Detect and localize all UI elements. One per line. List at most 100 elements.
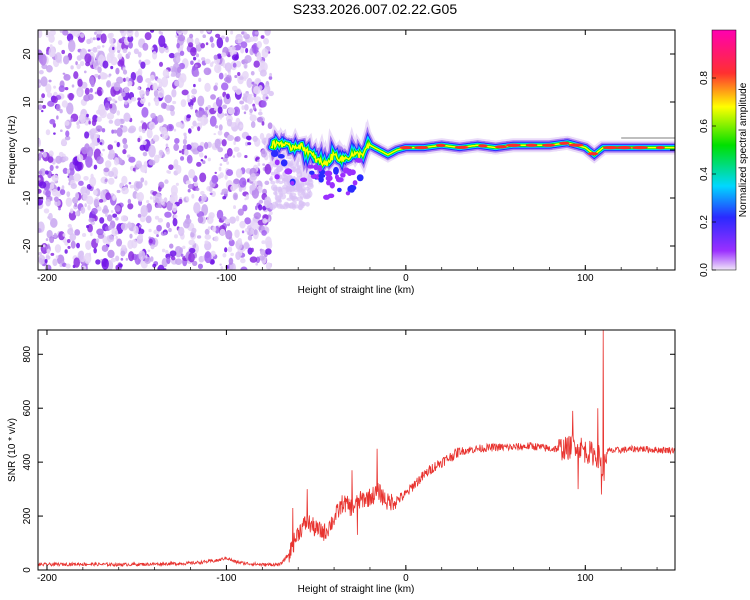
noise-blob xyxy=(291,196,298,200)
noise-blob xyxy=(115,207,120,212)
noise-blob xyxy=(127,30,133,34)
noise-blob xyxy=(235,168,243,179)
noise-blob xyxy=(115,264,119,270)
spectrogram-y-label: Frequency (Hz) xyxy=(7,116,18,185)
noise-blob xyxy=(104,102,110,111)
noise-blob xyxy=(129,233,133,239)
noise-blob xyxy=(200,158,204,162)
noise-blob xyxy=(65,130,70,138)
noise-blob xyxy=(150,47,154,51)
noise-blob xyxy=(305,201,310,207)
noise-blob xyxy=(213,133,217,136)
noise-blob xyxy=(56,115,59,120)
noise-blob xyxy=(168,227,172,233)
noise-blob xyxy=(281,177,286,183)
noise-blob xyxy=(262,163,266,166)
noise-blob xyxy=(185,180,191,185)
noise-blob xyxy=(127,198,132,205)
noise-blob xyxy=(57,40,63,46)
noise-blob xyxy=(244,154,248,159)
noise-blob xyxy=(157,264,165,270)
noise-blob xyxy=(47,156,54,163)
noise-blob xyxy=(59,129,63,133)
y-tick-label: 10 xyxy=(22,96,33,108)
noise-blob xyxy=(101,258,109,270)
noise-blob xyxy=(237,238,242,244)
noise-blob xyxy=(195,53,200,58)
noise-blob xyxy=(59,188,66,196)
noise-blob xyxy=(196,235,202,239)
noise-blob xyxy=(209,192,213,196)
noise-blob xyxy=(255,256,261,264)
noise-blob xyxy=(92,37,96,41)
noise-blob xyxy=(38,30,43,39)
noise-blob xyxy=(260,249,266,256)
noise-blob xyxy=(191,88,198,95)
noise-blob xyxy=(148,228,152,233)
noise-blob xyxy=(138,224,143,228)
noise-blob xyxy=(222,253,227,258)
noise-blob xyxy=(221,188,229,195)
noise-blob xyxy=(249,114,257,122)
noise-blob xyxy=(152,134,160,142)
noise-blob xyxy=(166,256,171,265)
noise-blob xyxy=(166,200,174,211)
noise-blob xyxy=(179,150,182,154)
noise-blob xyxy=(42,151,47,158)
noise-blob xyxy=(93,198,99,208)
signal-blob xyxy=(348,185,357,191)
noise-blob xyxy=(257,204,263,211)
noise-blob xyxy=(40,196,44,201)
noise-blob xyxy=(104,178,108,183)
noise-blob xyxy=(195,187,200,192)
noise-blob xyxy=(235,88,242,95)
noise-blob xyxy=(261,240,266,245)
noise-blob xyxy=(40,76,48,87)
noise-blob xyxy=(53,196,59,202)
noise-blob xyxy=(91,119,97,127)
signal-peak xyxy=(568,143,584,147)
noise-blob xyxy=(232,155,236,158)
noise-blob xyxy=(38,254,46,265)
noise-blob xyxy=(54,52,62,63)
noise-blob xyxy=(64,120,70,126)
noise-blob xyxy=(137,233,144,240)
noise-blob xyxy=(110,257,117,263)
noise-blob xyxy=(135,181,143,189)
noise-blob xyxy=(289,194,293,199)
noise-blob xyxy=(261,121,265,126)
noise-blob xyxy=(65,197,73,207)
noise-blob xyxy=(228,71,231,76)
noise-blob xyxy=(218,166,222,172)
noise-blob xyxy=(221,82,229,91)
noise-blob xyxy=(193,56,197,61)
noise-blob xyxy=(117,53,123,60)
signal-blob xyxy=(354,157,363,163)
noise-blob xyxy=(226,161,230,165)
noise-blob xyxy=(101,208,110,214)
noise-blob xyxy=(242,204,248,212)
noise-blob xyxy=(94,73,99,78)
noise-blob xyxy=(168,164,174,170)
noise-blob xyxy=(45,238,49,242)
noise-blob xyxy=(116,44,122,52)
noise-blob xyxy=(62,167,69,175)
noise-blob xyxy=(224,247,228,253)
noise-blob xyxy=(77,250,84,261)
noise-blob xyxy=(120,222,129,231)
noise-blob xyxy=(89,176,97,187)
noise-blob xyxy=(203,67,212,76)
noise-blob xyxy=(241,71,249,80)
noise-blob xyxy=(177,226,185,237)
signal-blob xyxy=(271,149,279,158)
noise-blob xyxy=(210,94,216,100)
noise-blob xyxy=(164,179,169,184)
noise-blob xyxy=(253,60,260,68)
spectrogram-signal-trace xyxy=(264,118,675,200)
noise-blob xyxy=(83,94,91,102)
noise-blob xyxy=(233,146,240,152)
noise-blob xyxy=(101,128,106,133)
noise-blob xyxy=(68,92,74,101)
noise-blob xyxy=(301,185,306,192)
noise-blob xyxy=(154,215,160,220)
